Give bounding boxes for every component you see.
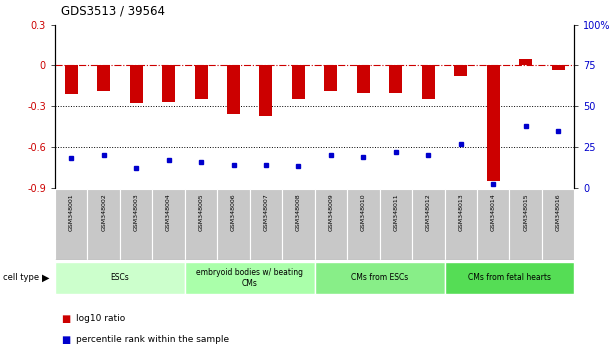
- Bar: [444, 262, 574, 294]
- Bar: [292, 65, 305, 99]
- Text: GSM348001: GSM348001: [68, 193, 74, 230]
- Text: log10 ratio: log10 ratio: [76, 314, 126, 323]
- Text: cell type: cell type: [3, 273, 39, 282]
- Bar: [152, 189, 185, 260]
- Bar: [55, 189, 87, 260]
- Bar: [510, 189, 542, 260]
- Text: GSM348013: GSM348013: [458, 193, 463, 231]
- Bar: [227, 65, 240, 114]
- Text: GSM348012: GSM348012: [426, 193, 431, 231]
- Text: GSM348002: GSM348002: [101, 193, 106, 231]
- Text: GSM348011: GSM348011: [393, 193, 398, 230]
- Text: GSM348007: GSM348007: [263, 193, 268, 231]
- Bar: [65, 65, 78, 94]
- Text: embryoid bodies w/ beating
CMs: embryoid bodies w/ beating CMs: [196, 268, 303, 287]
- Text: GSM348006: GSM348006: [231, 193, 236, 230]
- Bar: [519, 59, 532, 65]
- Bar: [357, 65, 370, 93]
- Bar: [194, 65, 208, 99]
- Text: percentile rank within the sample: percentile rank within the sample: [76, 335, 230, 344]
- Text: ■: ■: [61, 335, 70, 345]
- Bar: [260, 65, 273, 116]
- Bar: [185, 262, 315, 294]
- Bar: [218, 189, 250, 260]
- Bar: [250, 189, 282, 260]
- Bar: [315, 262, 444, 294]
- Text: GSM348009: GSM348009: [328, 193, 334, 231]
- Bar: [55, 262, 185, 294]
- Bar: [389, 65, 402, 93]
- Bar: [120, 189, 152, 260]
- Bar: [347, 189, 379, 260]
- Bar: [542, 189, 574, 260]
- Bar: [130, 65, 142, 103]
- Text: ESCs: ESCs: [111, 273, 130, 282]
- Text: CMs from ESCs: CMs from ESCs: [351, 273, 408, 282]
- Text: GSM348014: GSM348014: [491, 193, 496, 231]
- Text: GSM348008: GSM348008: [296, 193, 301, 230]
- Text: GSM348010: GSM348010: [361, 193, 366, 230]
- Text: GSM348015: GSM348015: [523, 193, 528, 230]
- Bar: [324, 65, 337, 91]
- Bar: [422, 65, 435, 99]
- Text: GSM348016: GSM348016: [555, 193, 561, 230]
- Bar: [87, 189, 120, 260]
- Bar: [412, 189, 444, 260]
- Text: GSM348004: GSM348004: [166, 193, 171, 231]
- Bar: [379, 189, 412, 260]
- Bar: [315, 189, 347, 260]
- Text: GSM348005: GSM348005: [199, 193, 203, 230]
- Bar: [454, 65, 467, 76]
- Bar: [282, 189, 315, 260]
- Bar: [477, 189, 510, 260]
- Bar: [444, 189, 477, 260]
- Text: CMs from fetal hearts: CMs from fetal hearts: [468, 273, 551, 282]
- Text: GSM348003: GSM348003: [134, 193, 139, 231]
- Text: ■: ■: [61, 314, 70, 324]
- Text: ▶: ▶: [42, 273, 49, 283]
- Bar: [487, 65, 500, 181]
- Bar: [185, 189, 218, 260]
- Bar: [552, 65, 565, 70]
- Bar: [162, 65, 175, 102]
- Bar: [97, 65, 110, 91]
- Text: GDS3513 / 39564: GDS3513 / 39564: [61, 5, 165, 18]
